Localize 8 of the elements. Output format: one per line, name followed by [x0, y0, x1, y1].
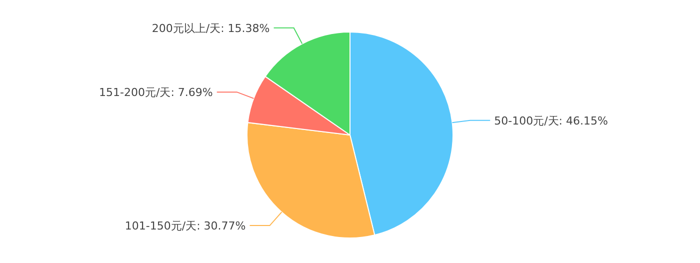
slice-label: 151-200元/天	[99, 86, 171, 100]
slice-label: 200元以上/天	[152, 22, 221, 35]
data-label: : 46.15%	[558, 114, 608, 128]
slice-label: 101-150元/天	[124, 220, 197, 233]
data-label: : 7.69%	[170, 86, 213, 100]
slice-label: 50-100元/天	[494, 114, 559, 128]
data-label: : 30.77%	[196, 220, 246, 233]
data-label: : 15.38%	[220, 22, 270, 35]
